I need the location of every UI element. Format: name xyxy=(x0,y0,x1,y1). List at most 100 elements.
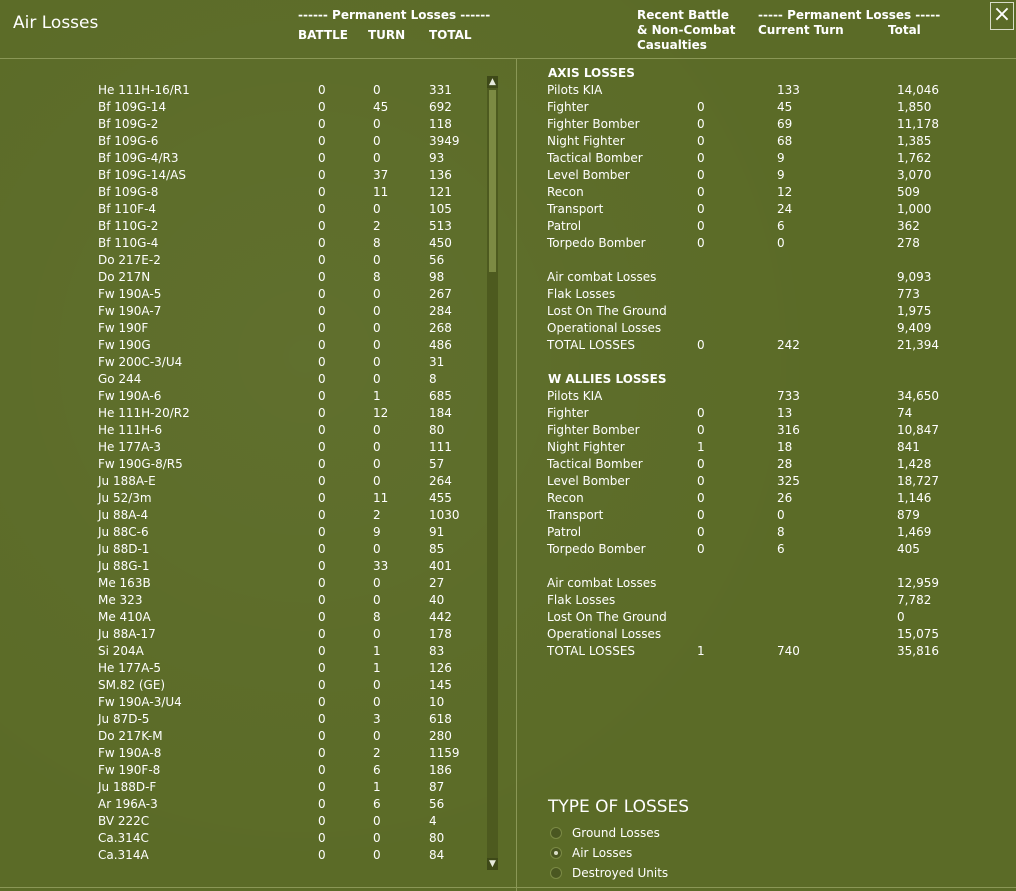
table-row[interactable]: Bf 110F-4 0 0 105 xyxy=(0,201,485,218)
battle-losses: 0 xyxy=(318,491,326,505)
loss-category-label: Fighter Bomber xyxy=(547,423,640,437)
battle-losses: 0 xyxy=(318,457,326,471)
table-row[interactable]: SM.82 (GE) 0 0 145 xyxy=(0,677,485,694)
recent-casualties-value: 0 xyxy=(697,151,705,165)
recent-casualties-value: 0 xyxy=(697,219,705,233)
table-row[interactable]: Fw 190F 0 0 268 xyxy=(0,320,485,337)
table-row[interactable]: Ju 188A-E 0 0 264 xyxy=(0,473,485,490)
loss-category-label: Pilots KIA xyxy=(547,389,603,403)
table-row[interactable]: Fw 190F-8 0 6 186 xyxy=(0,762,485,779)
battle-losses: 0 xyxy=(318,831,326,845)
total-losses: 121 xyxy=(429,185,452,199)
battle-losses: 0 xyxy=(318,134,326,148)
table-row[interactable]: He 111H-20/R2 0 12 184 xyxy=(0,405,485,422)
turn-losses: 0 xyxy=(373,202,381,216)
aircraft-name: He 111H-6 xyxy=(98,423,163,437)
aircraft-list-scrollbar[interactable]: ▲ ▼ xyxy=(487,76,498,870)
battle-losses: 0 xyxy=(318,219,326,233)
table-row[interactable]: Ar 196A-3 0 6 56 xyxy=(0,796,485,813)
table-row[interactable]: Si 204A 0 1 83 xyxy=(0,643,485,660)
table-row[interactable]: Fw 190A-5 0 0 267 xyxy=(0,286,485,303)
table-row[interactable]: Ca.314C 0 0 80 xyxy=(0,830,485,847)
table-row[interactable]: Bf 109G-14/AS 0 37 136 xyxy=(0,167,485,184)
scroll-up-icon[interactable]: ▲ xyxy=(487,76,498,88)
scroll-thumb[interactable] xyxy=(489,90,496,272)
table-row[interactable]: Bf 109G-6 0 0 3949 xyxy=(0,133,485,150)
loss-row: Lost On The Ground 1,975 xyxy=(540,303,1010,320)
aircraft-name: Fw 190A-8 xyxy=(98,746,162,760)
table-row[interactable]: Bf 109G-2 0 0 118 xyxy=(0,116,485,133)
recent-casualties-value: 0 xyxy=(697,117,705,131)
radio-button-icon[interactable] xyxy=(550,847,562,859)
table-row[interactable]: Ju 88A-4 0 2 1030 xyxy=(0,507,485,524)
table-row[interactable]: Bf 109G-8 0 11 121 xyxy=(0,184,485,201)
radio-button-icon[interactable] xyxy=(550,867,562,879)
total-losses: 111 xyxy=(429,440,452,454)
table-row[interactable]: Ju 88G-1 0 33 401 xyxy=(0,558,485,575)
loss-type-label: Air Losses xyxy=(572,846,633,860)
loss-category-label: Recon xyxy=(547,491,584,505)
table-row[interactable]: Me 323 0 0 40 xyxy=(0,592,485,609)
table-row[interactable]: BV 222C 0 0 4 xyxy=(0,813,485,830)
total-value: 1,850 xyxy=(897,100,932,114)
table-row[interactable]: He 177A-3 0 0 111 xyxy=(0,439,485,456)
scroll-down-icon[interactable]: ▼ xyxy=(487,858,498,870)
total-losses: 401 xyxy=(429,559,452,573)
table-row[interactable]: Do 217N 0 8 98 xyxy=(0,269,485,286)
total-losses: 284 xyxy=(429,304,452,318)
aircraft-loss-list[interactable]: He 111H-16/R1 0 0 331 Bf 109G-14 0 45 692 Bf 109… xyxy=(0,82,485,870)
total-losses: 184 xyxy=(429,406,452,420)
table-row[interactable]: Ju 52/3m 0 11 455 xyxy=(0,490,485,507)
current-turn-value: 9 xyxy=(777,168,785,182)
column-header-battle: BATTLE xyxy=(298,28,348,42)
turn-losses: 0 xyxy=(373,831,381,845)
recent-casualties-value: 0 xyxy=(697,525,705,539)
loss-row: Tactical Bomber 0 28 1,428 xyxy=(540,456,1010,473)
table-row[interactable]: Fw 190A-6 0 1 685 xyxy=(0,388,485,405)
battle-losses: 0 xyxy=(318,287,326,301)
table-row[interactable]: Ju 188D-F 0 1 87 xyxy=(0,779,485,796)
table-row[interactable]: Fw 190G 0 0 486 xyxy=(0,337,485,354)
turn-losses: 2 xyxy=(373,219,381,233)
battle-losses: 0 xyxy=(318,678,326,692)
table-row[interactable]: Ca.314A 0 0 84 xyxy=(0,847,485,864)
table-row[interactable]: Go 244 0 0 8 xyxy=(0,371,485,388)
table-row[interactable]: Bf 110G-4 0 8 450 xyxy=(0,235,485,252)
turn-losses: 1 xyxy=(373,389,381,403)
table-row[interactable]: Ju 88D-1 0 0 85 xyxy=(0,541,485,558)
table-row[interactable]: Fw 190A-8 0 2 1159 xyxy=(0,745,485,762)
loss-category-label: Lost On The Ground xyxy=(547,610,667,624)
loss-row: Lost On The Ground 0 xyxy=(540,609,1010,626)
turn-losses: 2 xyxy=(373,746,381,760)
loss-category-label: Fighter xyxy=(547,100,589,114)
loss-row: Operational Losses 15,075 xyxy=(540,626,1010,643)
table-row[interactable]: Ju 88A-17 0 0 178 xyxy=(0,626,485,643)
turn-losses: 37 xyxy=(373,168,389,182)
radio-button-icon[interactable] xyxy=(550,827,562,839)
table-row[interactable]: Bf 109G-14 0 45 692 xyxy=(0,99,485,116)
table-row[interactable]: Fw 200C-3/U4 0 0 31 xyxy=(0,354,485,371)
close-button[interactable]: × xyxy=(990,2,1014,30)
table-row[interactable]: He 177A-5 0 1 126 xyxy=(0,660,485,677)
turn-losses: 0 xyxy=(373,83,381,97)
aircraft-name: Bf 110F-4 xyxy=(98,202,157,216)
recent-casualties-value: 0 xyxy=(697,134,705,148)
table-row[interactable]: Fw 190A-7 0 0 284 xyxy=(0,303,485,320)
table-row[interactable]: Do 217E-2 0 0 56 xyxy=(0,252,485,269)
table-row[interactable]: Fw 190G-8/R5 0 0 57 xyxy=(0,456,485,473)
total-losses: 1159 xyxy=(429,746,460,760)
table-row[interactable]: Fw 190A-3/U4 0 0 10 xyxy=(0,694,485,711)
table-row[interactable]: Bf 110G-2 0 2 513 xyxy=(0,218,485,235)
loss-row: Pilots KIA 133 14,046 xyxy=(540,82,1010,99)
battle-losses: 0 xyxy=(318,355,326,369)
table-row[interactable]: Bf 109G-4/R3 0 0 93 xyxy=(0,150,485,167)
table-row[interactable]: He 111H-6 0 0 80 xyxy=(0,422,485,439)
table-row[interactable]: Ju 88C-6 0 9 91 xyxy=(0,524,485,541)
table-row[interactable]: Do 217K-M 0 0 280 xyxy=(0,728,485,745)
table-row[interactable]: Me 163B 0 0 27 xyxy=(0,575,485,592)
table-row[interactable]: Me 410A 0 8 442 xyxy=(0,609,485,626)
recent-casualties-value: 0 xyxy=(697,457,705,471)
loss-category-label: Operational Losses xyxy=(547,627,662,641)
table-row[interactable]: Ju 87D-5 0 3 618 xyxy=(0,711,485,728)
table-row[interactable]: He 111H-16/R1 0 0 331 xyxy=(0,82,485,99)
